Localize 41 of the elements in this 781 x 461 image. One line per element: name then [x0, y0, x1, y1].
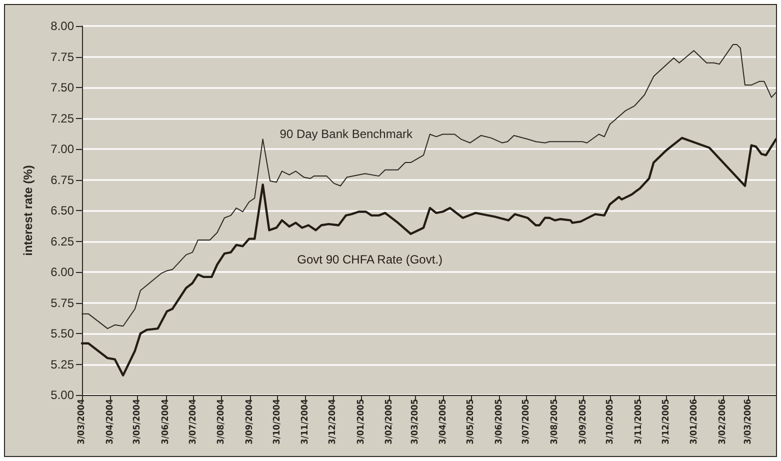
x-tick-label: 3/01/2005 [356, 398, 366, 444]
y-tick-label: 5.25 [50, 357, 74, 372]
y-tick-label: 6.00 [50, 265, 74, 279]
x-tick-label: 3/07/2004 [188, 398, 198, 444]
y-tick-label: 5.00 [50, 388, 74, 402]
y-axis-title: interest rate (%) [21, 165, 35, 256]
x-tick-label: 3/11/2005 [634, 398, 644, 444]
series-label: 90 Day Bank Benchmark [280, 127, 414, 142]
y-tick-label: 6.75 [50, 172, 74, 187]
x-tick-label: 3/08/2004 [216, 398, 227, 444]
y-tick-label: 6.50 [50, 204, 74, 218]
x-tick-label: 3/05/2004 [132, 398, 143, 444]
text: Govt 90 CHFA Rate (Govt.) [297, 252, 443, 267]
y-tick-label: 7.75 [50, 50, 74, 64]
x-tick-label: 3/01/2006 [690, 398, 700, 444]
x-tick-label: 3/03/2004 [77, 398, 87, 444]
y-tick-label: 8.00 [50, 19, 74, 33]
x-tick-label: 3/04/2005 [438, 398, 449, 444]
y-tick-label: 7.00 [50, 142, 74, 156]
y-tick-label: 6.25 [50, 234, 74, 248]
x-tick-label: 3/09/2004 [245, 398, 256, 444]
x-tick-label: 3/05/2005 [466, 398, 476, 444]
y-tick-label: 7.25 [50, 111, 74, 126]
x-tick-label: 3/04/2004 [105, 398, 116, 444]
x-tick-label: 3/11/2004 [300, 398, 311, 444]
x-tick-label: 3/10/2004 [272, 398, 282, 444]
x-tick-label: 3/06/2004 [161, 398, 172, 444]
x-tick-label: 3/12/2004 [328, 398, 338, 444]
x-tick-label: 3/02/2006 [718, 398, 728, 444]
x-tick-label: 3/08/2005 [550, 398, 560, 444]
x-tick-label: 3/12/2005 [661, 398, 672, 444]
y-tick-label: 5.50 [50, 326, 74, 340]
x-tick-label: 3/02/2005 [384, 398, 395, 444]
x-tick-label: 3/09/2005 [578, 398, 588, 444]
y-tick-label: 7.50 [50, 80, 74, 94]
x-tick-label: 3/03/2005 [410, 398, 420, 444]
x-tick-label: 3/07/2005 [522, 398, 532, 444]
x-tick-label: 3/10/2005 [606, 398, 616, 444]
x-tick-label: 3/06/2005 [494, 398, 504, 444]
y-tick-label: 5.75 [50, 296, 74, 310]
x-tick-label: 3/03/2006 [744, 398, 754, 444]
